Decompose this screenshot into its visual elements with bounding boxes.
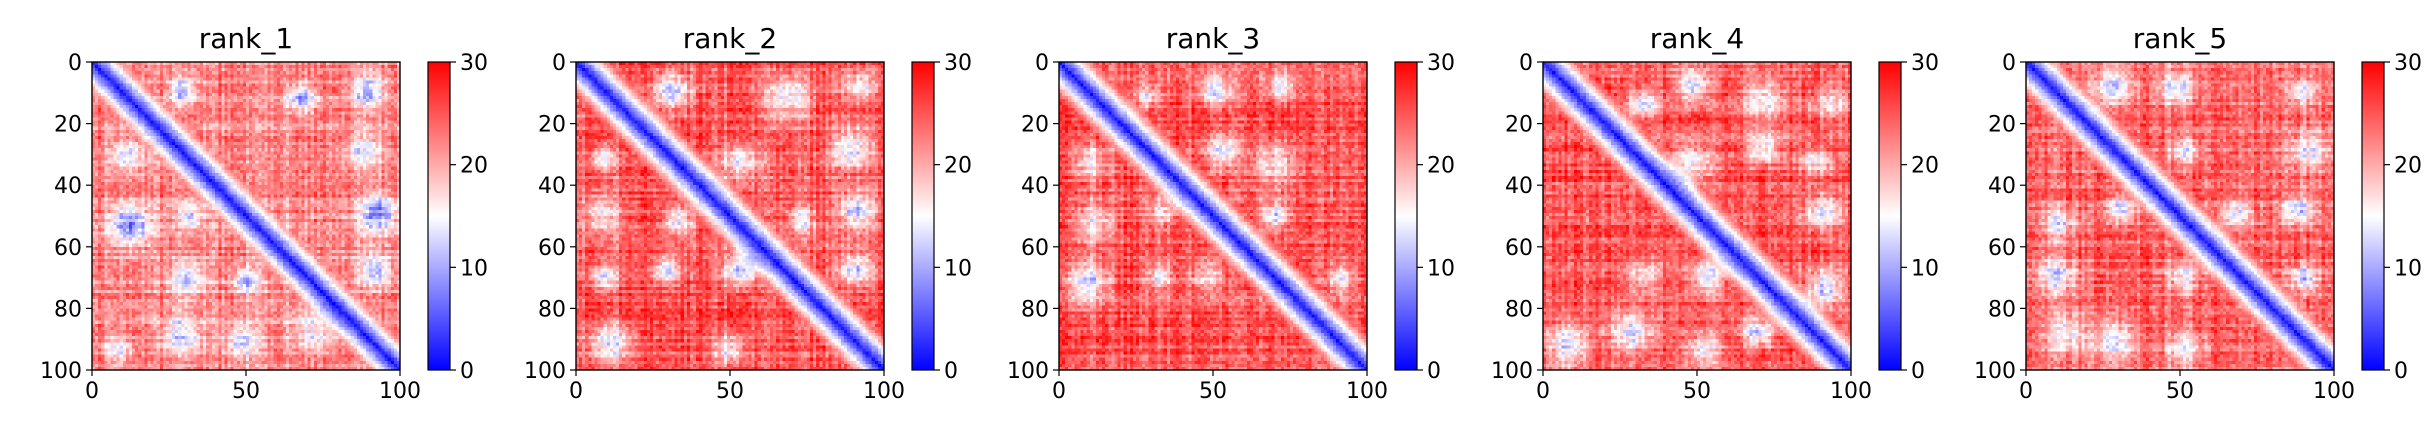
x-tick-label: 0 <box>2019 379 2033 404</box>
heatmap-image <box>1059 62 1367 370</box>
colorbar-tick-label: 20 <box>1911 154 1939 179</box>
y-tick-label: 60 <box>1505 236 1533 261</box>
y-tick-label: 100 <box>1974 359 2016 384</box>
colorbar-tick-label: 10 <box>1911 256 1939 281</box>
y-tick-label: 100 <box>1491 359 1533 384</box>
colorbar <box>1394 61 1418 371</box>
colorbar-tick-label: 30 <box>2394 51 2422 76</box>
x-tick-label: 100 <box>379 379 421 404</box>
x-tick-label: 0 <box>1536 379 1550 404</box>
y-tick-label: 80 <box>1021 297 1049 322</box>
colorbar-tick-label: 10 <box>460 256 488 281</box>
x-tick-label: 50 <box>232 379 260 404</box>
panel-title: rank_5 <box>2133 22 2227 55</box>
colorbar <box>1878 61 1902 371</box>
x-tick-label: 100 <box>863 379 905 404</box>
y-tick-label: 20 <box>538 113 566 138</box>
y-tick-label: 20 <box>1505 113 1533 138</box>
y-tick-label: 80 <box>1988 297 2016 322</box>
x-tick-label: 100 <box>1346 379 1388 404</box>
y-tick-label: 100 <box>40 359 82 384</box>
x-tick-label: 0 <box>1052 379 1066 404</box>
panel-title: rank_1 <box>199 22 293 55</box>
y-tick-label: 80 <box>54 297 82 322</box>
y-tick-label: 20 <box>54 113 82 138</box>
y-tick-label: 60 <box>538 236 566 261</box>
colorbar-tick-label: 0 <box>1911 359 1925 384</box>
colorbar-tick-label: 0 <box>2394 359 2408 384</box>
heatmap-image <box>92 62 400 370</box>
colorbar-tick-label: 10 <box>944 256 972 281</box>
colorbar <box>427 61 451 371</box>
colorbar <box>911 61 935 371</box>
colorbar-tick-label: 0 <box>460 359 474 384</box>
panel-title: rank_3 <box>1166 22 1260 55</box>
y-tick-label: 0 <box>68 51 82 76</box>
panel-title: rank_4 <box>1650 22 1744 55</box>
y-tick-label: 20 <box>1988 113 2016 138</box>
x-tick-label: 0 <box>85 379 99 404</box>
y-tick-label: 40 <box>54 174 82 199</box>
colorbar-tick-label: 30 <box>460 51 488 76</box>
colorbar-tick-label: 20 <box>1427 154 1455 179</box>
colorbar-tick-label: 30 <box>1427 51 1455 76</box>
y-tick-label: 60 <box>1021 236 1049 261</box>
colorbar-tick-label: 0 <box>944 359 958 384</box>
x-tick-label: 50 <box>1199 379 1227 404</box>
y-tick-label: 100 <box>524 359 566 384</box>
y-tick-label: 40 <box>538 174 566 199</box>
y-tick-label: 0 <box>1035 51 1049 76</box>
colorbar <box>2361 61 2385 371</box>
y-tick-label: 100 <box>1007 359 1049 384</box>
panel-title: rank_2 <box>683 22 777 55</box>
y-tick-label: 60 <box>54 236 82 261</box>
x-tick-label: 0 <box>569 379 583 404</box>
y-tick-label: 40 <box>1988 174 2016 199</box>
y-tick-label: 40 <box>1021 174 1049 199</box>
colorbar-tick-label: 0 <box>1427 359 1441 384</box>
x-tick-label: 50 <box>2166 379 2194 404</box>
y-tick-label: 80 <box>538 297 566 322</box>
y-tick-label: 60 <box>1988 236 2016 261</box>
colorbar-tick-label: 10 <box>2394 256 2422 281</box>
x-tick-label: 100 <box>1830 379 1872 404</box>
y-tick-label: 80 <box>1505 297 1533 322</box>
colorbar-tick-label: 30 <box>944 51 972 76</box>
colorbar-tick-label: 20 <box>2394 154 2422 179</box>
heatmap-image <box>576 62 884 370</box>
x-tick-label: 50 <box>1683 379 1711 404</box>
heatmap-image <box>1543 62 1851 370</box>
y-tick-label: 20 <box>1021 113 1049 138</box>
colorbar-tick-label: 20 <box>460 154 488 179</box>
colorbar-tick-label: 10 <box>1427 256 1455 281</box>
x-tick-label: 50 <box>716 379 744 404</box>
y-tick-label: 0 <box>552 51 566 76</box>
x-tick-label: 100 <box>2313 379 2355 404</box>
y-tick-label: 0 <box>1519 51 1533 76</box>
colorbar-tick-label: 20 <box>944 154 972 179</box>
colorbar-tick-label: 30 <box>1911 51 1939 76</box>
heatmap-image <box>2026 62 2334 370</box>
y-tick-label: 40 <box>1505 174 1533 199</box>
y-tick-label: 0 <box>2002 51 2016 76</box>
